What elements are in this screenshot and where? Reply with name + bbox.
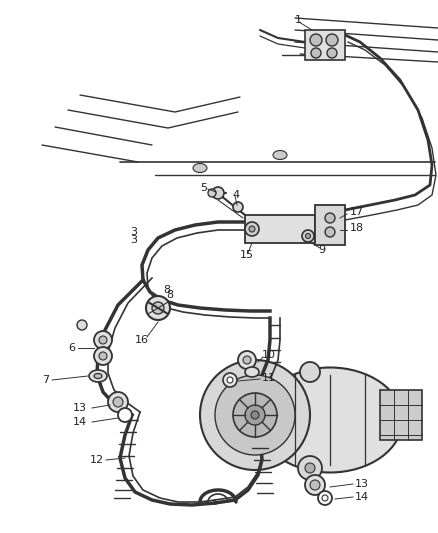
FancyBboxPatch shape	[380, 390, 422, 440]
Circle shape	[118, 408, 132, 422]
Circle shape	[326, 34, 338, 46]
Text: 5: 5	[200, 183, 207, 193]
Circle shape	[77, 320, 87, 330]
Text: 9: 9	[318, 245, 325, 255]
Circle shape	[249, 226, 255, 232]
Text: 3: 3	[130, 227, 137, 237]
Circle shape	[238, 351, 256, 369]
Text: 14: 14	[73, 417, 87, 427]
Circle shape	[108, 392, 128, 412]
Ellipse shape	[89, 370, 107, 382]
Text: 14: 14	[355, 492, 369, 502]
Text: 17: 17	[350, 207, 364, 217]
Circle shape	[245, 222, 259, 236]
Circle shape	[310, 34, 322, 46]
Circle shape	[311, 48, 321, 58]
Circle shape	[302, 230, 314, 242]
Circle shape	[305, 475, 325, 495]
Circle shape	[233, 393, 277, 437]
Ellipse shape	[94, 374, 102, 378]
Circle shape	[152, 302, 164, 314]
Circle shape	[243, 356, 251, 364]
Circle shape	[215, 375, 295, 455]
Circle shape	[325, 227, 335, 237]
Ellipse shape	[245, 367, 259, 377]
Circle shape	[94, 331, 112, 349]
Text: 10: 10	[262, 350, 276, 360]
Text: 16: 16	[135, 335, 149, 345]
Text: 18: 18	[350, 223, 364, 233]
Circle shape	[318, 491, 332, 505]
Text: 8: 8	[163, 285, 170, 295]
Circle shape	[94, 347, 112, 365]
Text: 6: 6	[68, 343, 75, 353]
Text: 4: 4	[232, 190, 239, 200]
Circle shape	[99, 352, 107, 360]
FancyBboxPatch shape	[305, 30, 345, 60]
Circle shape	[325, 213, 335, 223]
Circle shape	[305, 463, 315, 473]
Circle shape	[200, 360, 310, 470]
Circle shape	[99, 336, 107, 344]
Circle shape	[223, 373, 237, 387]
Text: 15: 15	[240, 250, 254, 260]
Ellipse shape	[258, 367, 403, 472]
FancyBboxPatch shape	[245, 215, 315, 243]
Ellipse shape	[273, 150, 287, 159]
Text: 13: 13	[73, 403, 87, 413]
FancyBboxPatch shape	[315, 205, 345, 245]
Circle shape	[208, 189, 216, 197]
Text: 13: 13	[355, 479, 369, 489]
Text: 3: 3	[130, 235, 137, 245]
Text: 1: 1	[295, 15, 302, 25]
Text: 8: 8	[166, 290, 173, 300]
Circle shape	[322, 495, 328, 501]
Text: 12: 12	[90, 455, 104, 465]
Circle shape	[305, 233, 311, 238]
Circle shape	[233, 202, 243, 212]
Circle shape	[212, 187, 224, 199]
Text: 7: 7	[42, 375, 49, 385]
Circle shape	[113, 397, 123, 407]
Circle shape	[251, 411, 259, 419]
Circle shape	[327, 48, 337, 58]
Text: 11: 11	[262, 373, 276, 383]
Circle shape	[310, 480, 320, 490]
Circle shape	[245, 405, 265, 425]
Circle shape	[227, 377, 233, 383]
Ellipse shape	[193, 164, 207, 173]
Circle shape	[298, 456, 322, 480]
Circle shape	[300, 362, 320, 382]
Circle shape	[146, 296, 170, 320]
